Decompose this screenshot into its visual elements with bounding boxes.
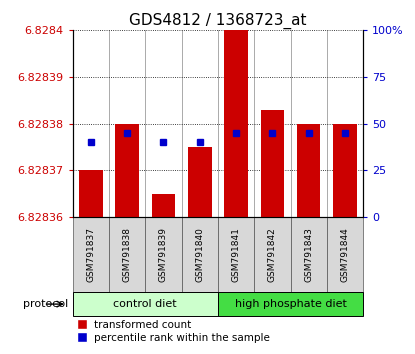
Title: GDS4812 / 1368723_at: GDS4812 / 1368723_at: [129, 12, 307, 29]
Text: GSM791840: GSM791840: [195, 227, 204, 282]
Text: GSM791838: GSM791838: [122, 227, 132, 282]
Text: GSM791837: GSM791837: [86, 227, 95, 282]
Bar: [218, 292, 363, 316]
Bar: [79, 171, 103, 217]
Text: GSM791844: GSM791844: [340, 227, 349, 282]
Bar: [188, 147, 212, 217]
Text: GSM791842: GSM791842: [268, 227, 277, 282]
Text: GSM791841: GSM791841: [232, 227, 241, 282]
Bar: [73, 217, 109, 292]
Text: high phosphate diet: high phosphate diet: [234, 299, 347, 309]
Bar: [181, 217, 218, 292]
Bar: [224, 7, 248, 217]
Bar: [73, 292, 218, 316]
Text: GSM791839: GSM791839: [159, 227, 168, 282]
Bar: [290, 217, 327, 292]
Text: control diet: control diet: [113, 299, 177, 309]
Bar: [145, 217, 181, 292]
Bar: [261, 110, 284, 217]
Bar: [297, 124, 320, 217]
Text: GSM791843: GSM791843: [304, 227, 313, 282]
Bar: [218, 217, 254, 292]
Bar: [151, 194, 175, 217]
Bar: [333, 124, 357, 217]
Bar: [109, 217, 145, 292]
Bar: [254, 217, 290, 292]
Text: protocol: protocol: [23, 299, 68, 309]
Legend: transformed count, percentile rank within the sample: transformed count, percentile rank withi…: [78, 320, 271, 343]
Bar: [327, 217, 363, 292]
Bar: [115, 124, 139, 217]
